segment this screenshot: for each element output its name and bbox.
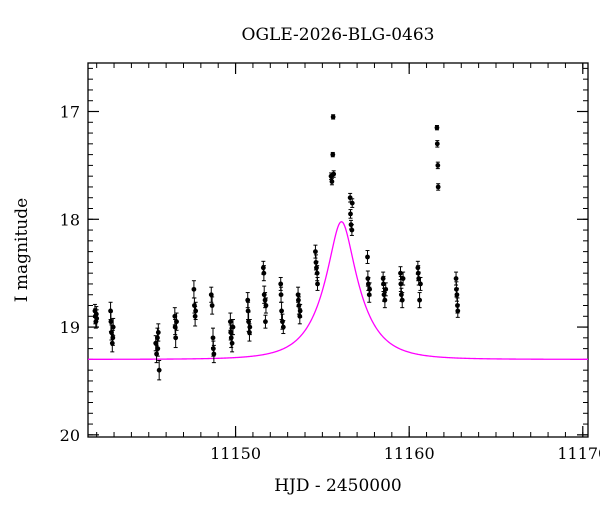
data-point — [210, 346, 216, 352]
data-point — [367, 286, 372, 292]
data-points — [92, 114, 461, 381]
data-point — [329, 179, 335, 184]
data-point — [417, 297, 422, 303]
data-point — [247, 324, 253, 330]
data-point — [383, 286, 389, 292]
data-point — [454, 292, 460, 298]
tick-labels: 11150 11160 11170 17 18 19 20 — [60, 103, 600, 463]
data-point — [313, 259, 319, 265]
major-ticks — [88, 63, 588, 437]
data-point — [349, 200, 355, 206]
x-axis-label: HJD - 2450000 — [274, 476, 402, 496]
data-point — [381, 281, 386, 287]
data-point — [228, 330, 234, 335]
data-point — [331, 171, 337, 177]
data-point — [365, 276, 371, 281]
data-point — [348, 211, 353, 217]
data-point — [400, 276, 406, 281]
data-point — [155, 346, 161, 352]
data-point — [109, 340, 115, 346]
data-point — [278, 292, 284, 298]
data-point — [418, 281, 423, 287]
data-point — [110, 335, 116, 341]
data-point — [314, 265, 319, 271]
data-point — [210, 335, 216, 341]
data-point — [245, 308, 251, 314]
data-point — [315, 281, 320, 287]
data-point — [453, 276, 459, 281]
data-point — [208, 292, 214, 298]
y-tick-label: 19 — [60, 318, 80, 337]
data-point — [263, 303, 269, 308]
data-point — [382, 297, 388, 303]
data-point — [94, 316, 100, 321]
x-tick-label: 11160 — [384, 444, 435, 463]
data-point — [279, 308, 284, 314]
data-point — [110, 324, 116, 330]
data-point — [399, 297, 405, 303]
data-point — [227, 319, 233, 325]
minor-ticks — [88, 63, 588, 437]
data-point — [211, 351, 217, 357]
data-point — [173, 335, 179, 341]
data-point — [398, 281, 404, 287]
x-tick-label: 11170 — [557, 444, 600, 463]
data-point — [153, 340, 159, 346]
data-point — [330, 114, 336, 120]
y-tick-label: 18 — [60, 210, 80, 229]
data-point — [228, 335, 234, 341]
data-point — [454, 286, 459, 292]
data-point — [193, 308, 199, 314]
data-point — [108, 319, 114, 325]
data-point — [415, 270, 421, 276]
data-point — [434, 141, 440, 147]
data-point — [209, 303, 215, 308]
data-point — [191, 286, 197, 292]
y-tick-label: 20 — [60, 426, 80, 445]
data-point — [156, 367, 162, 373]
data-point — [245, 297, 251, 303]
data-point — [398, 270, 403, 276]
data-point — [263, 319, 268, 325]
plot-frame — [87, 62, 589, 438]
data-point — [155, 335, 160, 341]
data-point — [349, 227, 355, 233]
data-point — [174, 319, 179, 325]
data-point — [230, 324, 236, 330]
data-point — [435, 162, 441, 168]
data-point — [260, 265, 266, 271]
data-point — [172, 313, 178, 319]
data-point — [455, 308, 461, 314]
data-point — [155, 330, 161, 335]
data-point — [280, 319, 285, 325]
data-point — [192, 313, 198, 319]
data-point — [297, 308, 303, 314]
data-point — [261, 270, 267, 276]
chart-title: OGLE-2026-BLG-0463 — [242, 25, 435, 45]
data-point — [313, 249, 318, 255]
x-tick-label: 11150 — [210, 444, 261, 463]
data-point — [365, 254, 370, 260]
model-curve — [88, 221, 588, 360]
y-tick-label: 17 — [60, 103, 80, 122]
data-point — [434, 125, 440, 131]
data-point — [330, 152, 336, 158]
data-point — [435, 184, 441, 190]
data-point — [278, 281, 284, 287]
y-axis-label: I magnitude — [12, 198, 32, 302]
data-point — [296, 297, 301, 303]
data-point — [314, 270, 320, 276]
data-point — [280, 324, 286, 330]
data-point — [229, 340, 235, 346]
